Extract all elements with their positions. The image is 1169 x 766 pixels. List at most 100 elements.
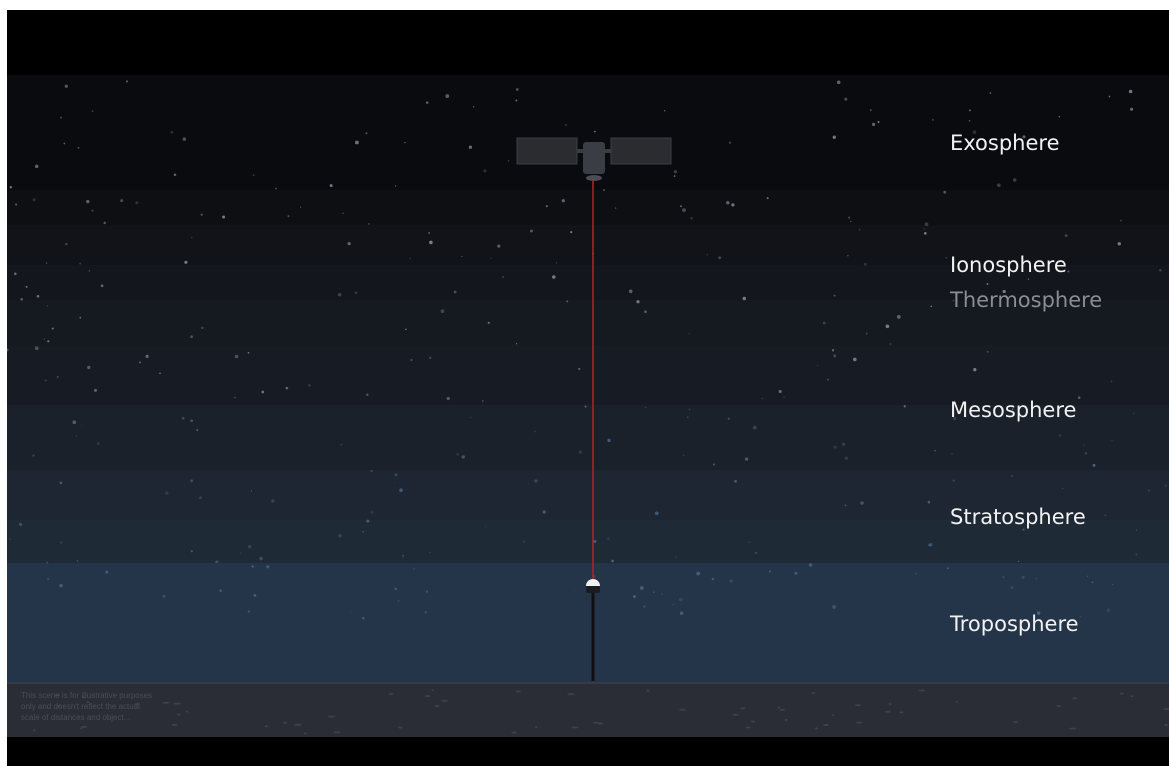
star [413, 568, 415, 570]
disclaimer-line: scale of distances and object... [21, 713, 130, 722]
star [405, 329, 407, 331]
star [679, 598, 683, 602]
star [783, 396, 784, 397]
star [673, 604, 674, 605]
star [731, 203, 734, 206]
star [135, 201, 138, 204]
disclaimer-line: This scene is for illustrative purposes [21, 691, 152, 700]
star [441, 309, 445, 313]
star [103, 222, 106, 225]
star [823, 322, 826, 325]
star [1112, 584, 1113, 585]
star [1035, 578, 1037, 580]
star [928, 544, 931, 547]
star [429, 357, 431, 359]
star [713, 464, 715, 466]
disclaimer-line: only and doesn't reflect the actual [21, 702, 140, 711]
star [593, 540, 596, 543]
star [680, 611, 683, 614]
star [653, 591, 654, 592]
star [607, 538, 610, 541]
star [712, 578, 714, 580]
ground-speck [173, 703, 181, 705]
star [904, 405, 906, 407]
star [347, 242, 350, 245]
star [848, 217, 850, 219]
ground-speck [751, 721, 755, 723]
star [196, 429, 198, 431]
star [1028, 278, 1029, 279]
star [139, 361, 141, 363]
star [1112, 440, 1113, 441]
star [92, 210, 94, 212]
star [928, 501, 931, 504]
star [934, 450, 936, 452]
ground-speck [163, 702, 170, 704]
ground-speck [186, 711, 188, 713]
star [366, 520, 369, 523]
star [251, 490, 252, 491]
ground-speck [435, 705, 440, 707]
star [534, 431, 536, 433]
star [395, 185, 396, 186]
star [81, 425, 82, 426]
star [190, 335, 193, 338]
star [990, 92, 992, 94]
ground-speck [956, 701, 958, 703]
star [47, 578, 49, 580]
star [76, 560, 78, 562]
star [488, 322, 490, 324]
ground-speck [855, 704, 861, 706]
star [707, 254, 708, 255]
star [252, 565, 254, 567]
star [1136, 530, 1137, 531]
star [645, 407, 646, 408]
ground-speck [432, 689, 434, 691]
star [1002, 576, 1004, 578]
ground-speck [177, 714, 181, 716]
star [201, 213, 203, 215]
star [59, 584, 63, 588]
star [248, 545, 252, 549]
star [1118, 242, 1121, 245]
page: Exosphere Ionosphere Thermosphere Mesosp… [0, 0, 1169, 766]
star [1080, 616, 1081, 617]
star [726, 201, 729, 204]
star [182, 417, 185, 420]
star [924, 232, 927, 235]
star [253, 174, 255, 176]
star [165, 491, 169, 495]
star [47, 305, 48, 306]
star [14, 272, 17, 275]
star [546, 205, 548, 207]
star [15, 203, 17, 205]
star [859, 229, 860, 230]
ground-speck [1131, 695, 1134, 697]
star [365, 132, 367, 134]
star [817, 365, 818, 366]
star [953, 480, 955, 482]
star [1062, 488, 1063, 489]
star [266, 565, 269, 568]
star [611, 560, 614, 563]
star [163, 595, 166, 598]
ground-speck [785, 719, 788, 721]
star [1011, 475, 1013, 477]
star [969, 109, 971, 111]
star [199, 496, 202, 499]
ground-speck [1013, 721, 1019, 723]
star [355, 291, 358, 294]
star [523, 541, 525, 543]
ground-speck [1120, 693, 1124, 695]
star [60, 117, 62, 119]
star [253, 594, 256, 597]
star [259, 557, 262, 560]
star [696, 572, 700, 576]
star [101, 284, 104, 287]
star [63, 143, 65, 145]
star [675, 556, 677, 558]
star [1109, 96, 1111, 98]
star [1059, 116, 1061, 118]
star [394, 588, 397, 591]
ground-speck [646, 690, 650, 692]
